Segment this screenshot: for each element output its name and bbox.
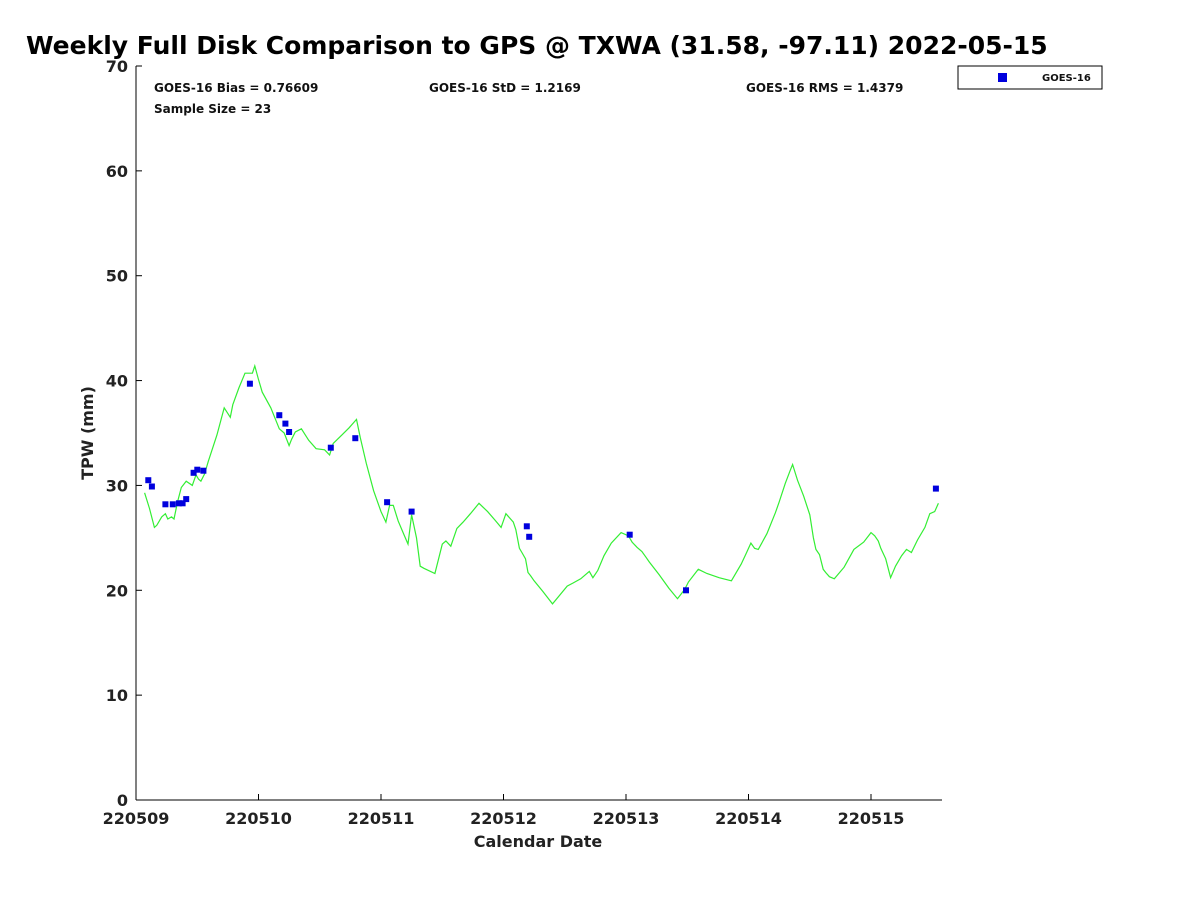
goes16-point <box>286 429 293 435</box>
legend-label-goes16: GOES-16 <box>1042 73 1091 84</box>
y-tick-label: 70 <box>106 57 128 76</box>
goes16-point <box>626 531 633 538</box>
x-axis-label: Calendar Date <box>474 832 603 851</box>
legend-box <box>957 65 1103 90</box>
goes16-point <box>523 523 530 530</box>
y-tick-label: 0 <box>117 791 128 810</box>
x-tick-label: 220515 <box>838 809 905 828</box>
rms-stat: GOES-16 RMS = 1.4379 <box>746 81 903 95</box>
goes16-point <box>179 500 186 507</box>
x-tick-label: 220509 <box>103 809 170 828</box>
goes16-point <box>408 508 415 515</box>
x-tick-label: 220512 <box>470 809 537 828</box>
goes16-point <box>932 485 939 492</box>
y-tick-label: 60 <box>106 162 128 181</box>
gps-line <box>144 363 939 605</box>
goes16-point <box>183 496 190 503</box>
goes16-point <box>169 501 176 508</box>
goes16-point <box>162 501 169 508</box>
x-tick-label: 220513 <box>593 809 660 828</box>
goes16-point <box>352 435 359 442</box>
y-tick-label: 10 <box>106 686 128 705</box>
y-axis-label: TPW (mm) <box>78 386 97 480</box>
legend: GOES-16 <box>957 65 1103 90</box>
goes16-point <box>194 466 201 473</box>
goes16-point <box>384 499 391 506</box>
x-tick-label: 220511 <box>348 809 415 828</box>
y-tick-label: 30 <box>106 476 128 495</box>
series-layer <box>144 363 939 605</box>
goes16-point <box>327 444 334 451</box>
x-tick-label: 220514 <box>715 809 782 828</box>
bias-stat: GOES-16 Bias = 0.76609 <box>154 81 318 95</box>
y-tick-label: 50 <box>106 267 128 286</box>
goes16-point <box>175 500 182 507</box>
y-tick-label: 20 <box>106 581 128 600</box>
goes16-point <box>190 469 197 476</box>
goes16-point <box>246 380 253 387</box>
goes16-point <box>145 477 152 484</box>
goes16-point <box>200 467 207 474</box>
goes16-point <box>148 483 155 490</box>
plot-axes <box>135 66 942 801</box>
sample-size-stat: Sample Size = 23 <box>154 102 271 116</box>
std-stat: GOES-16 StD = 1.2169 <box>429 81 581 95</box>
goes16-point <box>683 587 689 594</box>
y-tick-label: 40 <box>106 372 128 391</box>
x-ticks: 220509 220510 220511 220512 220513 220514 2205… <box>103 794 905 828</box>
goes16-point <box>526 533 533 540</box>
x-tick-label: 220510 <box>225 809 292 828</box>
y-ticks: 0 10 20 30 40 50 60 70 <box>106 57 142 810</box>
legend-marker-goes16 <box>998 73 1007 82</box>
goes16-point <box>282 420 289 427</box>
goes16-point <box>276 412 283 419</box>
chart-title: Weekly Full Disk Comparison to GPS @ TXW… <box>26 31 1048 60</box>
